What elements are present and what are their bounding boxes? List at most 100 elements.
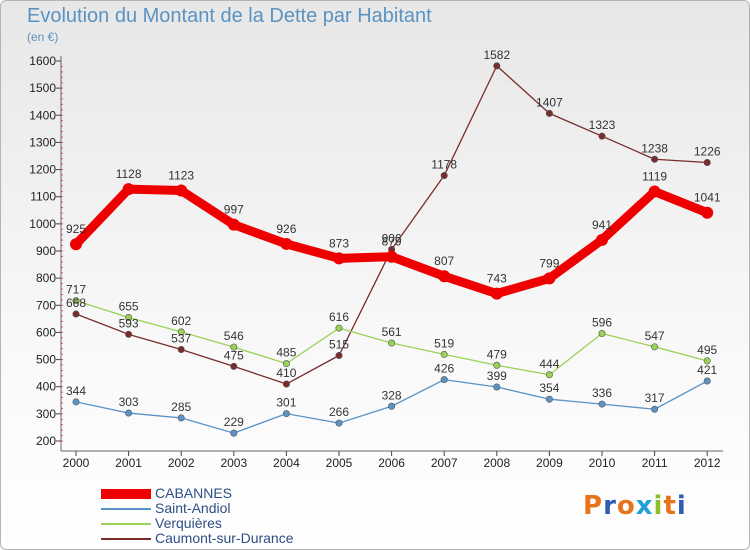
x-tick-label: 2009 [536, 456, 563, 470]
data-point [72, 297, 80, 305]
data-label: 616 [329, 310, 349, 324]
data-label: 941 [592, 218, 612, 232]
data-point [125, 409, 133, 417]
data-point [282, 410, 290, 418]
data-label: 668 [66, 296, 86, 310]
data-label: 410 [276, 366, 296, 380]
y-tick-label: 300 [36, 407, 56, 421]
x-tick-label: 2004 [273, 456, 300, 470]
data-point [493, 62, 501, 70]
data-point [438, 270, 451, 283]
data-point [72, 398, 80, 406]
y-tick-label: 500 [36, 353, 56, 367]
logo-letter: x [635, 491, 654, 521]
x-tick-label: 2006 [378, 456, 405, 470]
x-tick-label: 2008 [483, 456, 510, 470]
data-point [122, 183, 135, 196]
data-label: 1323 [589, 118, 616, 132]
data-label: 1582 [483, 48, 510, 62]
x-tick-label: 2012 [694, 456, 721, 470]
axes: 200 300 400 500 600 700 800 900 1000 1100 1200 1300… [29, 54, 723, 470]
data-label: 485 [276, 346, 296, 360]
data-point [490, 287, 503, 300]
data-label: 997 [224, 203, 244, 217]
data-label: 229 [224, 415, 244, 429]
data-label: 479 [487, 347, 507, 361]
data-label: 1128 [116, 167, 142, 181]
data-point [280, 237, 293, 250]
legend-label: Verquières [155, 515, 222, 531]
y-tick-label: 1200 [29, 163, 56, 177]
data-point [125, 330, 133, 338]
y-tick-label: 1300 [29, 135, 56, 149]
data-point [598, 400, 606, 408]
data-label: 344 [66, 384, 86, 398]
data-label: 799 [539, 256, 559, 270]
data-point [230, 429, 238, 437]
x-tick-label: 2005 [326, 456, 353, 470]
data-label: 807 [434, 254, 454, 268]
data-point [282, 380, 290, 388]
data-point [703, 159, 711, 167]
data-label: 519 [434, 336, 454, 350]
data-point [651, 405, 659, 413]
data-label: 1123 [168, 168, 194, 182]
x-tick-label: 2003 [220, 456, 247, 470]
data-point [335, 419, 343, 427]
data-label: 743 [487, 272, 507, 286]
proxiti-logo: Proxiti [583, 491, 687, 521]
data-label: 926 [276, 222, 296, 236]
logo-letter: t [663, 491, 677, 521]
data-label: 399 [487, 369, 507, 383]
data-point [388, 339, 396, 347]
data-point [177, 328, 185, 336]
unit-label: (en €) [27, 30, 59, 44]
data-point [70, 238, 82, 251]
data-point [335, 351, 343, 359]
data-label: 1226 [694, 145, 721, 159]
data-label: 925 [66, 222, 86, 236]
data-point [545, 395, 553, 403]
data-point [545, 371, 553, 379]
data-label: 328 [382, 388, 402, 402]
data-point [493, 361, 501, 369]
legend-swatch [101, 508, 151, 510]
data-label: 547 [645, 329, 665, 343]
data-point [701, 206, 714, 219]
x-tick-label: 2002 [168, 456, 195, 470]
data-point [543, 272, 556, 285]
legend-label: CABANNES [155, 485, 233, 501]
data-labels: 668 593 537 475 410 515 906 1178 1582 1407 1323 123… [66, 48, 721, 429]
data-point [440, 172, 448, 180]
y-tick-label: 800 [36, 271, 56, 285]
logo-letter: P [583, 491, 604, 521]
data-label: 717 [66, 283, 86, 297]
data-point [596, 233, 608, 246]
data-label: 426 [434, 362, 454, 376]
data-label: 596 [592, 316, 612, 330]
data-point [125, 313, 133, 321]
chart-title: Evolution du Montant de la Dette par Hab… [27, 5, 432, 27]
data-label: 475 [224, 348, 244, 362]
data-label: 336 [592, 386, 612, 400]
y-tick-label: 900 [36, 244, 56, 258]
data-label: 655 [119, 300, 139, 314]
data-point [545, 109, 553, 117]
data-label: 879 [382, 235, 402, 249]
data-point [333, 252, 345, 265]
logo-letter: i [653, 491, 664, 521]
data-point [230, 362, 238, 370]
data-point [651, 155, 659, 163]
logo-letter: r [603, 491, 617, 521]
x-tick-label: 2011 [642, 456, 668, 470]
x-tick-label: 2001 [115, 456, 142, 470]
data-label: 537 [171, 332, 191, 346]
data-point [703, 377, 711, 385]
y-tick-label: 1600 [29, 54, 56, 68]
data-point [440, 376, 448, 384]
y-tick-label: 1000 [29, 217, 56, 231]
y-tick-label: 700 [36, 298, 56, 312]
data-point [282, 360, 290, 368]
data-label: 495 [697, 343, 717, 357]
